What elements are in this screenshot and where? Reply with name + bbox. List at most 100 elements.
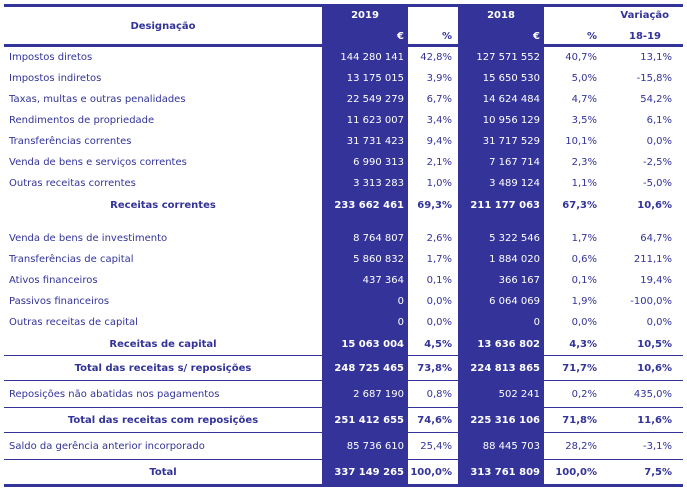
- value-2019-pct: 0,0%: [426, 296, 452, 307]
- header-variacao: Variação 18-19: [604, 7, 683, 44]
- table-row: Transferências de capital 5 860 832 1,7% 1 …: [4, 249, 683, 270]
- value-2019-pct: 100,0%: [410, 466, 452, 478]
- row-label: Reposições não abatidas nos pagamentos: [9, 388, 220, 400]
- row-label: Impostos diretos: [9, 52, 93, 63]
- value-2019-pct: 73,8%: [417, 362, 452, 374]
- header-2018-year: 2018: [487, 10, 515, 21]
- table-row: Receitas correntes 233 662 461 69,3% 211 17…: [4, 194, 683, 216]
- header-2018-pct-label: %: [586, 31, 597, 42]
- table-row: Venda de bens e serviços correntes 6 990 …: [4, 152, 683, 173]
- row-label: Receitas de capital: [109, 338, 217, 350]
- value-2018-pct: 0,1%: [571, 275, 597, 286]
- value-variation: 10,5%: [637, 338, 672, 350]
- table-row: Total das receitas s/ reposições 248 725 …: [4, 355, 683, 380]
- table-row: Venda de bens de investimento 8 764 807 2,…: [4, 228, 683, 249]
- value-2019-pct: 42,8%: [420, 52, 452, 63]
- value-2018-pct: 67,3%: [562, 199, 597, 211]
- header-2018: 2018 €: [458, 7, 544, 44]
- value-2018-pct: 4,7%: [571, 94, 597, 105]
- value-2018-pct: 71,7%: [562, 362, 597, 374]
- row-label: Outras receitas correntes: [9, 178, 136, 189]
- value-2018-pct: 3,5%: [571, 115, 597, 126]
- table-row: Transferências correntes 31 731 423 9,4% 31…: [4, 131, 683, 152]
- table-row: Total 337 149 265 100,0% 313 761 809 100,0% 7…: [4, 459, 683, 484]
- value-2018-eur: 313 761 809: [458, 460, 544, 484]
- value-2019-eur: 3 313 283: [322, 173, 408, 194]
- table-row: Saldo da gerência anterior incorporado 85…: [4, 432, 683, 459]
- value-variation: 0,0%: [646, 317, 672, 328]
- value-2019-pct: 69,3%: [417, 199, 452, 211]
- value-2018-eur: 5 322 546: [458, 228, 544, 249]
- header-2019-euro: €: [397, 31, 404, 42]
- value-2018-pct: 1,1%: [571, 178, 597, 189]
- value-2019-eur: 248 725 465: [322, 356, 408, 380]
- row-label: Transferências de capital: [9, 254, 134, 265]
- value-2018-pct: 100,0%: [555, 466, 597, 478]
- row-label: Ativos financeiros: [9, 275, 98, 286]
- value-variation: 0,0%: [646, 136, 672, 147]
- value-2018-eur: 224 813 865: [458, 356, 544, 380]
- value-2018-pct: 2,3%: [571, 157, 597, 168]
- value-2018-pct: 40,7%: [565, 52, 597, 63]
- row-label: Venda de bens de investimento: [9, 233, 168, 244]
- value-2018-pct: 0,2%: [571, 388, 597, 400]
- value-2018-pct: 0,6%: [571, 254, 597, 265]
- table-header: Designação 2019 € % 2018 € % Variação 18…: [4, 7, 683, 47]
- value-2018-eur: 6 064 069: [458, 291, 544, 312]
- value-2019-eur: 337 149 265: [322, 460, 408, 484]
- header-2019-pct-label: %: [441, 31, 452, 42]
- row-label: Venda de bens e serviços correntes: [9, 157, 187, 168]
- header-2019-year: 2019: [351, 10, 379, 21]
- value-2019-eur: 437 364: [322, 270, 408, 291]
- value-variation: 6,1%: [646, 115, 672, 126]
- value-2019-pct: 25,4%: [420, 440, 452, 452]
- row-label: Rendimentos de propriedade: [9, 115, 155, 126]
- value-2019-pct: 3,4%: [426, 115, 452, 126]
- value-2019-pct: 0,0%: [426, 317, 452, 328]
- table-row: Taxas, multas e outras penalidades 22 549…: [4, 89, 683, 110]
- value-2019-eur: 6 990 313: [322, 152, 408, 173]
- value-variation: -3,1%: [642, 440, 672, 452]
- value-2019-eur: 11 623 007: [322, 110, 408, 131]
- value-2019-pct: [408, 216, 458, 228]
- value-2018-pct: 10,1%: [565, 136, 597, 147]
- value-2019-eur: 5 860 832: [322, 249, 408, 270]
- value-variation: -5,0%: [642, 178, 672, 189]
- value-2019-eur: 13 175 015: [322, 68, 408, 89]
- header-designacao-label: Designação: [130, 20, 196, 32]
- value-2019-pct: 74,6%: [417, 414, 452, 426]
- value-2019-eur: 0: [322, 291, 408, 312]
- value-2019-eur: 251 412 655: [322, 408, 408, 432]
- value-2019-pct: 4,5%: [424, 338, 452, 350]
- value-2019-pct: 0,8%: [426, 388, 452, 400]
- row-label: Total das receitas s/ reposições: [74, 362, 252, 374]
- row-label: Passivos financeiros: [9, 296, 110, 307]
- value-2018-eur: 366 167: [458, 270, 544, 291]
- value-2019-pct: 1,0%: [426, 178, 452, 189]
- value-2019-pct: 2,1%: [426, 157, 452, 168]
- value-2019-eur: 144 280 141: [322, 47, 408, 68]
- table-row: Passivos financeiros 0 0,0% 6 064 069 1,9% -1…: [4, 291, 683, 312]
- value-variation: -100,0%: [630, 296, 672, 307]
- row-label: Taxas, multas e outras penalidades: [9, 94, 186, 105]
- value-2018-eur: 1 884 020: [458, 249, 544, 270]
- header-2018-pct: %: [544, 7, 604, 44]
- value-2019-eur: [322, 216, 408, 228]
- value-variation: -15,8%: [636, 73, 672, 84]
- value-2018-pct: 4,3%: [569, 338, 597, 350]
- value-2018-pct: [544, 216, 604, 228]
- value-2019-eur: 15 063 004: [322, 333, 408, 355]
- value-2018-pct: 71,8%: [562, 414, 597, 426]
- row-label: Total: [149, 466, 177, 478]
- value-2018-eur: 7 167 714: [458, 152, 544, 173]
- row-label: Outras receitas de capital: [9, 317, 138, 328]
- value-2019-pct: 9,4%: [426, 136, 452, 147]
- value-variation: 64,7%: [640, 233, 672, 244]
- value-2019-eur: 2 687 190: [322, 381, 408, 407]
- header-2018-euro: €: [533, 31, 540, 42]
- value-variation: 11,6%: [637, 414, 672, 426]
- header-variacao-label: Variação: [620, 10, 669, 21]
- header-2019: 2019 €: [322, 7, 408, 44]
- value-2018-eur: 31 717 529: [458, 131, 544, 152]
- table-row: Rendimentos de propriedade 11 623 007 3,4%…: [4, 110, 683, 131]
